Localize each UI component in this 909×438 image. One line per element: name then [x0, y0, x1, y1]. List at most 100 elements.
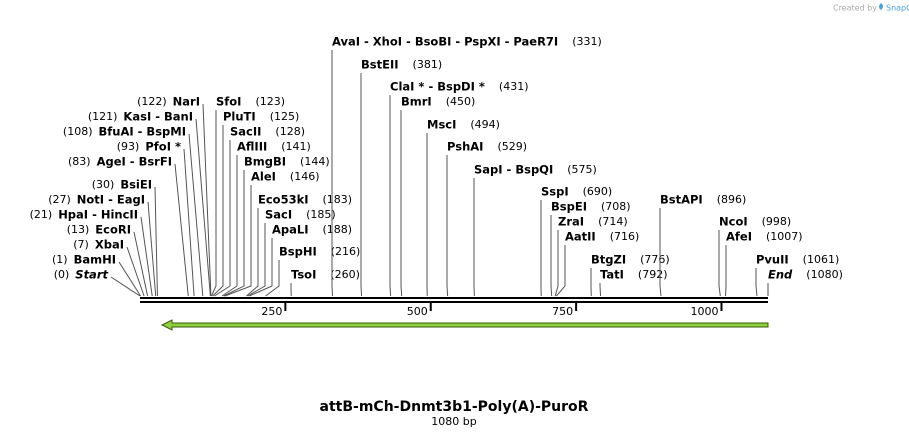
site-position: (431) [499, 80, 529, 93]
site-position: (575) [567, 163, 597, 176]
site-line [224, 185, 252, 297]
site-name: SfoI [216, 95, 241, 109]
site-line [554, 230, 559, 297]
site-position: (331) [572, 35, 602, 48]
site-name: PfoI * [145, 140, 181, 154]
site-position: (123) [255, 95, 285, 108]
sites: Start (0) BamHI (1) XbaI (7) EcoRI (13)HpaI - H… [30, 35, 843, 297]
logo-icon [879, 3, 883, 10]
site-position: (185) [306, 208, 336, 221]
site-position: (896) [717, 193, 747, 206]
site-name: End [768, 268, 793, 282]
site-position: (146) [290, 170, 320, 183]
site-line [140, 216, 153, 297]
site-position: (1) [52, 253, 68, 266]
site-line [223, 170, 245, 297]
site-name: BstAPI [660, 193, 703, 207]
site-name: NotI - EagI [77, 193, 145, 207]
tick-label: 1000 [690, 305, 718, 318]
site-line [212, 125, 224, 297]
site-position: (450) [446, 95, 476, 108]
site-position: (690) [583, 185, 613, 198]
site-name: PvuII [756, 253, 789, 267]
site-line [110, 276, 141, 297]
site-position: (776) [640, 253, 670, 266]
site-position: (30) [92, 178, 115, 191]
site-line [555, 245, 566, 297]
site-position: (7) [73, 238, 89, 251]
site-position: (260) [330, 268, 360, 281]
site-position: (998) [762, 215, 792, 228]
site-name: BspHI [279, 245, 317, 259]
tick-label: 750 [552, 305, 573, 318]
site-line [599, 283, 602, 297]
site-line [446, 155, 449, 297]
site-name: PluTI [223, 110, 256, 124]
site-name: SapI - BspQI [474, 163, 553, 177]
site-line [214, 140, 231, 297]
site-line [247, 223, 266, 297]
site-name: TatI [600, 268, 624, 282]
site-name: XbaI [95, 238, 124, 252]
site-position: (716) [610, 230, 640, 243]
site-name: AfeI [726, 230, 752, 244]
site-position: (792) [638, 268, 668, 281]
site-line [221, 155, 238, 297]
site-name: AvaI - XhoI - BsoBI - PspXI - PaeR7I [332, 35, 558, 49]
feature-arrow [160, 319, 769, 331]
site-position: (1080) [806, 268, 843, 281]
site-line [183, 148, 195, 297]
site-name: SacII [230, 125, 261, 139]
site-line [174, 163, 189, 297]
site-name: ZraI [558, 215, 584, 229]
site-line [550, 215, 553, 297]
site-line [147, 201, 157, 297]
site-line [202, 103, 212, 297]
site-name: BsiEI [120, 178, 152, 192]
site-position: (128) [275, 125, 305, 138]
site-position: (144) [300, 155, 330, 168]
site-position: (708) [601, 200, 631, 213]
credit: Created by [833, 4, 877, 13]
site-name: NcoI [719, 215, 748, 229]
site-position: (108) [63, 125, 93, 138]
site-line [249, 238, 273, 297]
site-position: (216) [331, 245, 361, 258]
site-position: (121) [88, 110, 118, 123]
site-name: BmrI [401, 95, 432, 109]
site-position: (1007) [766, 230, 803, 243]
site-position: (183) [323, 193, 353, 206]
site-line [659, 208, 662, 297]
site-name: AleI [251, 170, 276, 184]
site-position: (125) [270, 110, 300, 123]
map-size: 1080 bp [431, 415, 476, 428]
site-name: KasI - BanI [123, 110, 193, 124]
site-line [718, 230, 721, 297]
site-line [360, 73, 363, 297]
site-position: (13) [67, 223, 90, 236]
ticks: 250 500 750 1000 [261, 303, 723, 318]
site-name: Start [75, 268, 108, 282]
site-line [118, 261, 142, 297]
site-name: PshAI [447, 140, 483, 154]
site-name: TsoI [291, 268, 316, 282]
site-position: (122) [137, 95, 167, 108]
site-name: BfuAI - BspMI [99, 125, 186, 139]
site-position: (529) [497, 140, 527, 153]
site-line [246, 208, 259, 297]
site-name: MscI [427, 118, 456, 132]
site-line [400, 110, 403, 297]
site-line [755, 268, 758, 297]
site-line [126, 246, 145, 297]
site-name: EcoRI [95, 223, 131, 237]
site-name: AgeI - BsrFI [97, 155, 172, 169]
site-position: (188) [323, 223, 353, 236]
site-position: (1061) [803, 253, 840, 266]
site-position: (381) [413, 58, 443, 71]
site-name: SacI [265, 208, 292, 222]
site-position: (83) [68, 155, 91, 168]
site-position: (93) [117, 140, 140, 153]
tick-label: 500 [407, 305, 428, 318]
site-line [211, 110, 217, 297]
